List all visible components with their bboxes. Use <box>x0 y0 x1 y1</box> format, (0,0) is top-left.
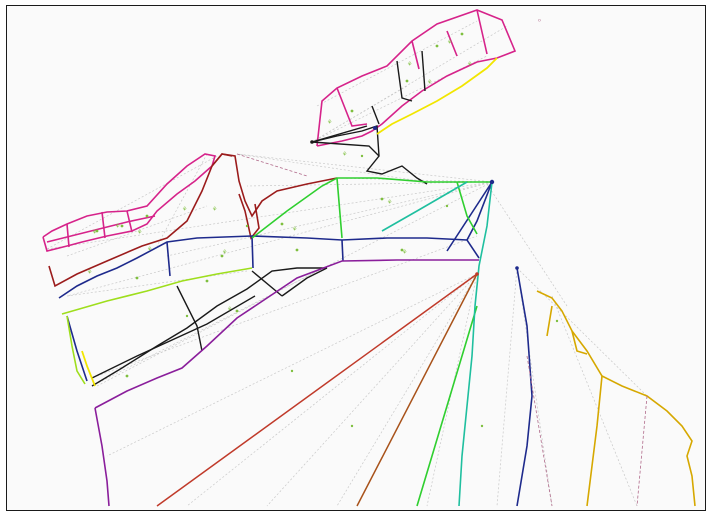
crosshair-icon: ⁰ <box>538 18 541 26</box>
svg-text:⚘: ⚘ <box>292 226 297 233</box>
svg-text:⚘: ⚘ <box>447 39 452 46</box>
guide-lines <box>46 20 648 507</box>
svg-text:⚘: ⚘ <box>147 246 152 253</box>
boundary-dark-red[interactable] <box>48 153 338 288</box>
node-markers <box>95 32 559 428</box>
radial-lines[interactable] <box>156 273 478 507</box>
svg-text:⚘: ⚘ <box>92 229 97 236</box>
boundary-black[interactable] <box>91 50 428 387</box>
boundary-magenta[interactable] <box>42 9 517 252</box>
boundary-teal[interactable] <box>381 181 493 507</box>
cursor-label: ⁰ <box>538 18 541 26</box>
svg-text:⚘: ⚘ <box>402 249 407 256</box>
network-diagram[interactable]: ⚘ ⚘ ⚘ ⚘ ⚘ ⚘ ⚘ ⚘ ⚘ ⚘ ⚘ ⚘ ⚘ ⚘ ⚘ ⚘ ⚘ ⚘ <box>7 6 706 511</box>
boundary-purple[interactable] <box>94 259 479 507</box>
svg-text:⚘: ⚘ <box>467 61 472 68</box>
svg-text:⚘: ⚘ <box>115 223 120 230</box>
drawing-canvas[interactable]: ⚘ ⚘ ⚘ ⚘ ⚘ ⚘ ⚘ ⚘ ⚘ ⚘ ⚘ ⚘ ⚘ ⚘ ⚘ ⚘ ⚘ ⚘ <box>6 5 706 511</box>
svg-text:⚘: ⚘ <box>427 79 432 86</box>
svg-text:⚘: ⚘ <box>212 206 217 213</box>
boundary-yellow[interactable] <box>81 57 498 387</box>
svg-text:⚘: ⚘ <box>222 249 227 256</box>
svg-text:⚘: ⚘ <box>327 119 332 126</box>
boundary-green[interactable] <box>251 177 492 507</box>
boundary-mauve <box>236 153 648 507</box>
svg-text:⚘: ⚘ <box>387 199 392 206</box>
svg-text:⚘: ⚘ <box>407 61 412 68</box>
boundary-lime[interactable] <box>61 267 253 385</box>
boundary-navy[interactable] <box>58 181 533 507</box>
svg-text:⚘: ⚘ <box>182 206 187 213</box>
svg-text:⚘: ⚘ <box>87 269 92 276</box>
svg-text:⚘: ⚘ <box>227 306 232 313</box>
svg-text:⚘: ⚘ <box>137 229 142 236</box>
boundary-gold[interactable] <box>536 290 696 507</box>
svg-text:⚘: ⚘ <box>342 151 347 158</box>
link-glyphs: ⚘ ⚘ ⚘ ⚘ ⚘ ⚘ ⚘ ⚘ ⚘ ⚘ ⚘ ⚘ ⚘ ⚘ ⚘ ⚘ ⚘ ⚘ <box>87 39 472 313</box>
